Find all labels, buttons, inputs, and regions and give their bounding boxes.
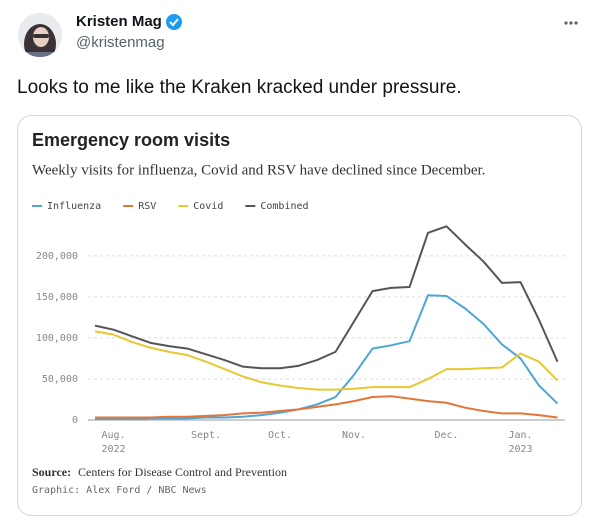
x-tick-sublabel: 2022 — [101, 444, 125, 455]
legend-label: RSV — [138, 201, 156, 212]
legend-label: Covid — [193, 201, 223, 212]
x-tick-label: Sept. — [191, 430, 221, 441]
y-tick-label: 50,000 — [42, 374, 78, 385]
verified-badge — [166, 14, 182, 30]
y-tick-label: 100,000 — [36, 333, 78, 344]
series-line — [94, 330, 559, 391]
series-line — [95, 395, 558, 419]
series-line — [94, 225, 559, 370]
chart-subtitle: Weekly visits for influenza, Covid and R… — [32, 162, 485, 178]
avatar[interactable] — [18, 13, 62, 64]
x-tick-label: Nov. — [342, 430, 366, 441]
y-tick-label: 0 — [72, 415, 78, 426]
legend-label: Influenza — [47, 201, 101, 212]
y-tick-label: 200,000 — [36, 251, 78, 262]
legend-label: Combined — [260, 201, 308, 212]
x-tick-label: Jan. — [508, 430, 532, 441]
series-line — [95, 294, 559, 421]
more-menu[interactable] — [564, 21, 578, 25]
tweet-text: Looks to me like the Kraken kracked unde… — [17, 77, 462, 98]
x-tick-label: Aug. — [101, 430, 125, 441]
media-card[interactable] — [17, 115, 582, 516]
author-handle[interactable]: @kristenmag — [76, 34, 165, 51]
x-tick-label: Oct. — [268, 430, 292, 441]
x-tick-label: Dec. — [434, 430, 458, 441]
credit: Graphic: Alex Ford / NBC News — [32, 485, 207, 496]
author-name[interactable]: Kristen Mag — [76, 13, 162, 30]
source: Centers for Disease Control and Preventi… — [78, 465, 287, 479]
x-tick-sublabel: 2023 — [508, 444, 532, 455]
y-tick-label: 150,000 — [36, 292, 78, 303]
source-label: Source: — [32, 465, 71, 479]
chart-title: Emergency room visits — [32, 130, 230, 150]
